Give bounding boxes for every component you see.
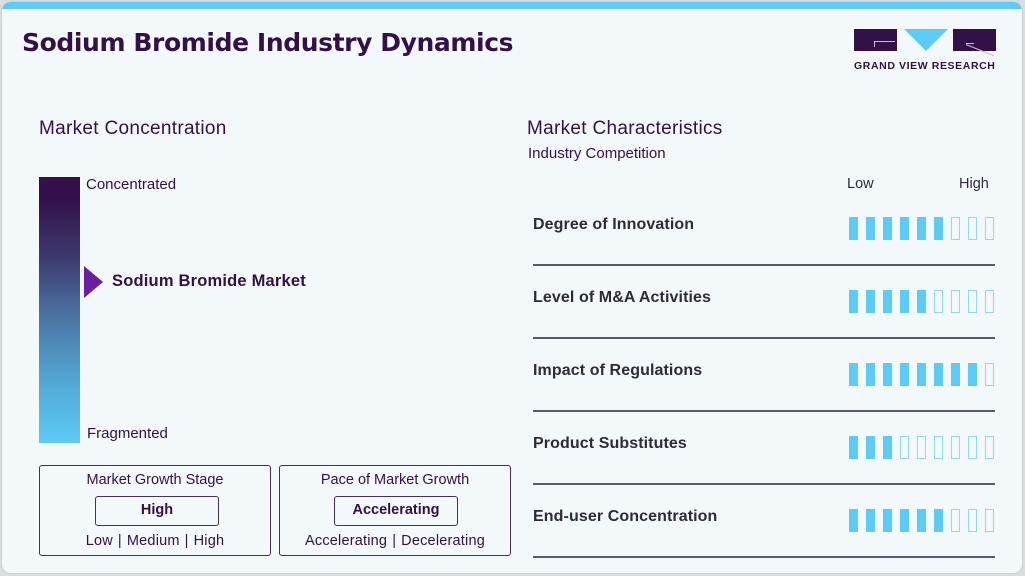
rating-bar-filled <box>849 509 858 532</box>
rating-bar-filled <box>883 217 892 240</box>
pace-of-market-growth-value: Accelerating <box>334 496 458 526</box>
logo-text: GRAND VIEW RESEARCH <box>854 60 996 72</box>
separator: | <box>392 533 397 549</box>
row-divider <box>533 264 995 266</box>
rating-bar-filled <box>917 290 926 313</box>
rating-bar-filled <box>951 363 960 386</box>
scale-low-label: Low <box>847 176 874 192</box>
logo-g-stroke-vertical <box>874 41 875 47</box>
logo-r-block-icon <box>953 29 996 51</box>
rating-bar-filled <box>917 217 926 240</box>
market-growth-stage-title: Market Growth Stage <box>86 472 224 488</box>
option-accelerating: Accelerating <box>305 533 388 549</box>
rating-bar-filled <box>849 217 858 240</box>
market-growth-stage-options: Low | Medium | High <box>40 533 270 549</box>
rating-bars <box>849 436 994 459</box>
rating-bar-empty <box>968 217 977 240</box>
characteristic-label: Degree of Innovation <box>533 216 695 233</box>
rating-bar-filled <box>934 217 943 240</box>
row-divider <box>533 410 995 412</box>
rating-bar-empty <box>934 290 943 313</box>
pace-of-market-growth-options: Accelerating | Decelerating <box>280 533 510 549</box>
pace-of-market-growth-title: Pace of Market Growth <box>320 472 470 488</box>
rating-bar-filled <box>900 509 909 532</box>
row-divider <box>533 556 995 558</box>
market-characteristics-title: Market Characteristics <box>527 118 723 139</box>
rating-bar-empty <box>917 436 926 459</box>
page-title: Sodium Bromide Industry Dynamics <box>22 28 514 57</box>
rating-bar-empty <box>985 290 994 313</box>
rating-bar-empty <box>985 217 994 240</box>
rating-bar-filled <box>866 363 875 386</box>
rating-bar-empty <box>951 436 960 459</box>
rating-bar-filled <box>866 509 875 532</box>
rating-bar-empty <box>985 363 994 386</box>
rating-bar-empty <box>951 217 960 240</box>
top-accent-bar <box>2 2 1022 9</box>
rating-bar-filled <box>883 290 892 313</box>
rating-bar-empty <box>968 290 977 313</box>
rating-bar-filled <box>917 509 926 532</box>
separator: | <box>184 533 189 549</box>
rating-bars <box>849 363 994 386</box>
rating-bar-filled <box>900 363 909 386</box>
row-divider <box>533 337 995 339</box>
characteristic-label: Impact of Regulations <box>533 362 703 379</box>
rating-bar-filled <box>900 290 909 313</box>
rating-bar-filled <box>883 509 892 532</box>
industry-competition-subtitle: Industry Competition <box>528 145 666 162</box>
rating-bar-filled <box>866 217 875 240</box>
pace-of-market-growth-box: Pace of Market Growth Accelerating Accel… <box>279 465 511 556</box>
characteristic-label: Product Substitutes <box>533 435 687 452</box>
market-position-marker-icon <box>84 266 103 298</box>
market-growth-stage-box: Market Growth Stage High Low | Medium | High <box>39 465 271 556</box>
option-low: Low <box>85 533 113 549</box>
rating-bar-empty <box>951 509 960 532</box>
option-medium: Medium <box>126 533 180 549</box>
rating-bar-filled <box>866 290 875 313</box>
rating-bar-empty <box>900 436 909 459</box>
rating-bar-empty <box>985 436 994 459</box>
grand-view-research-logo: GRAND VIEW RESEARCH <box>854 29 996 73</box>
scale-high-label: High <box>959 176 989 192</box>
logo-r-stroke <box>966 43 974 44</box>
rating-bar-filled <box>917 363 926 386</box>
rating-bar-filled <box>934 509 943 532</box>
rating-bar-filled <box>849 363 858 386</box>
market-concentration-title: Market Concentration <box>39 118 227 139</box>
rating-bar-empty <box>934 436 943 459</box>
rating-bars <box>849 217 994 240</box>
concentration-gradient-bar <box>39 177 80 443</box>
option-high: High <box>193 533 225 549</box>
market-growth-stage-value: High <box>95 496 219 526</box>
rating-bar-empty <box>951 290 960 313</box>
logo-v-triangle-icon <box>904 29 948 51</box>
option-decelerating: Decelerating <box>401 533 485 549</box>
logo-g-stroke <box>874 41 895 42</box>
characteristic-label: End-user Concentration <box>533 508 718 525</box>
rating-bar-empty <box>985 509 994 532</box>
rating-bars <box>849 509 994 532</box>
row-divider <box>533 483 995 485</box>
market-position-label: Sodium Bromide Market <box>112 272 306 290</box>
rating-bar-filled <box>883 436 892 459</box>
rating-bar-filled <box>968 363 977 386</box>
rating-bar-filled <box>849 290 858 313</box>
logo-g-block-icon <box>854 29 897 51</box>
rating-bar-filled <box>883 363 892 386</box>
separator: | <box>117 533 122 549</box>
rating-bar-filled <box>934 363 943 386</box>
rating-bar-filled <box>866 436 875 459</box>
concentrated-label: Concentrated <box>86 176 177 193</box>
rating-bar-filled <box>900 217 909 240</box>
rating-bar-empty <box>968 436 977 459</box>
rating-bars <box>849 290 994 313</box>
rating-bar-empty <box>968 509 977 532</box>
characteristic-label: Level of M&A Activities <box>533 289 712 306</box>
fragmented-label: Fragmented <box>87 425 168 442</box>
rating-bar-filled <box>849 436 858 459</box>
